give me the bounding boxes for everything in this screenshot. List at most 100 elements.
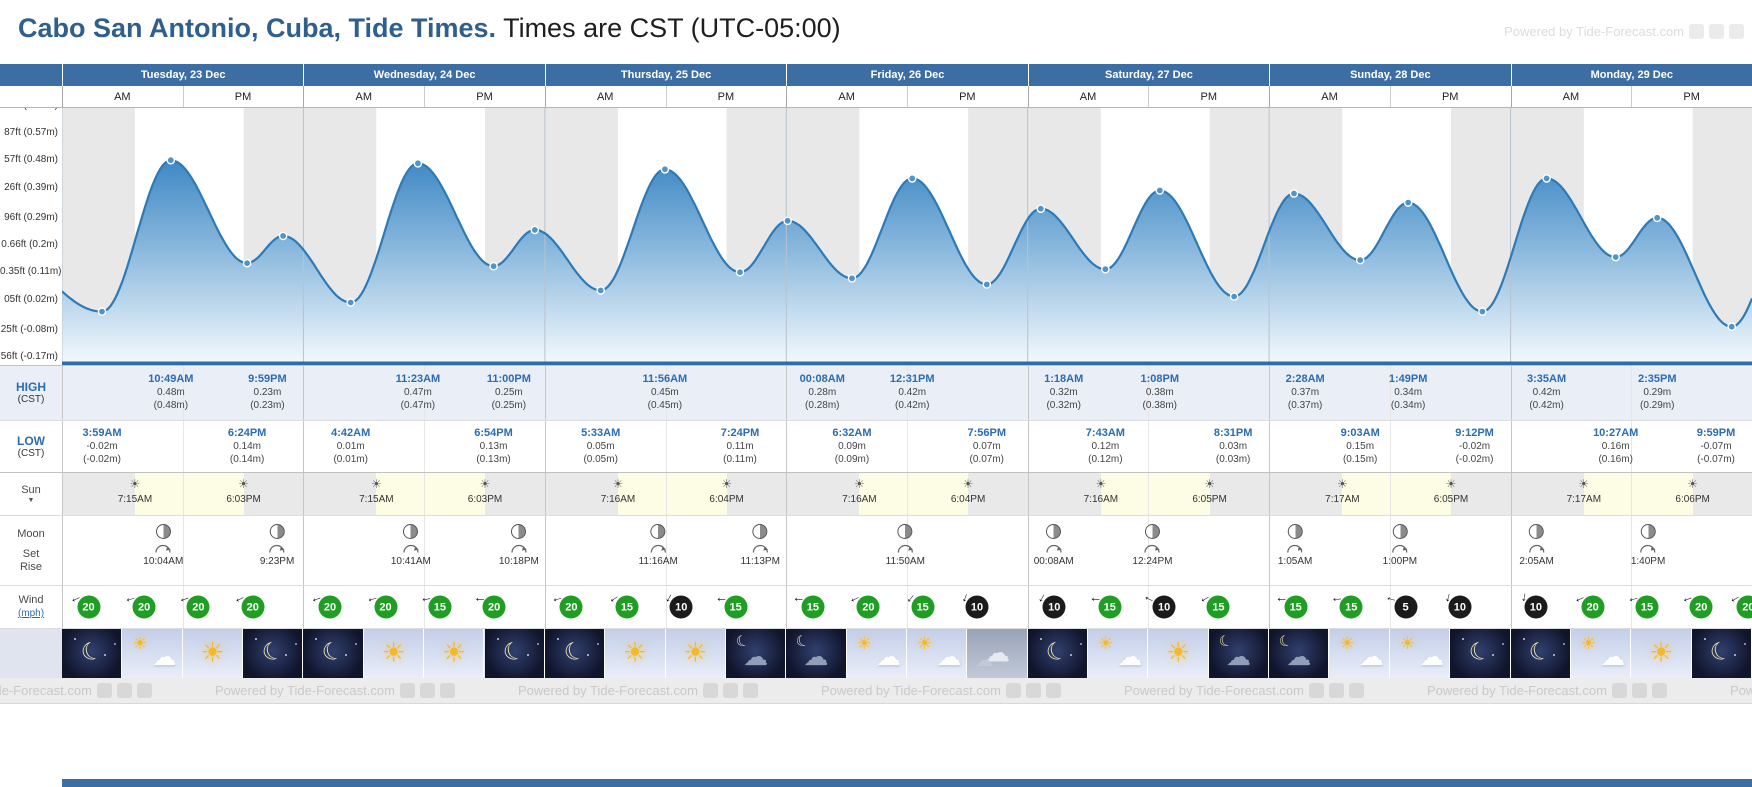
am-header: AM [1079,90,1097,103]
column-divider [786,421,788,472]
am-header: AM [1321,90,1338,103]
tide-height: 0.09m [838,441,866,452]
column-divider [786,86,788,107]
tide-time: 11:56AM [642,373,688,385]
wind-direction-arrow-icon: ← [898,587,919,607]
powered-by-link[interactable]: Powered by Tide-Forecast.com [1504,24,1684,39]
ampm-divider [424,421,426,472]
wind-speed-badge: 15 ← [792,590,825,619]
share-icon[interactable] [1348,683,1364,698]
tide-height: 0.38m [1145,387,1174,398]
cloud-icon: ☁ [1225,643,1251,671]
wind-speed-badge: 20 ← [1725,587,1752,619]
moon-time: 10:18PM [498,556,539,567]
column-divider [62,86,63,107]
tide-time: 1:18AM [1044,373,1084,385]
facebook-icon[interactable] [702,683,718,698]
facebook-icon[interactable] [96,683,112,698]
moon-phase-icon [1046,524,1062,539]
day-header-3[interactable]: Thursday, 25 Dec [544,64,786,86]
pm-header: PM [717,90,735,103]
twitter-icon[interactable] [1709,24,1724,39]
sun-row: Sun ▼ ☀ 7:15AM ☀ 6:03PM ☀ 7:15AM ☀ 6:03PM ☀ 7:16A… [0,472,1752,515]
low-tide-entry: 7:43AM 0.12m (0.12m) [1086,427,1125,466]
powered-by-link[interactable]: Powered by Tide-Forecast.com [1730,683,1752,698]
facebook-icon[interactable] [399,683,415,698]
moon-phase-icon [1144,524,1160,539]
powered-by-link[interactable]: Powered by Tide-Forecast.com [1427,683,1607,698]
tide-height-alt: (0.38m) [1142,400,1177,411]
moon-event: 2:05AM [1519,524,1554,567]
share-icon[interactable] [1045,683,1061,698]
high-label: HIGH [16,380,46,394]
sunset-icon: ☀ [238,477,249,491]
low-tide-entry: 10:27AM 0.16m (0.16m) [1593,427,1638,466]
facebook-icon[interactable] [1308,683,1324,698]
wind-units-link[interactable]: (mph) [17,608,45,619]
ampm-divider [1389,86,1391,107]
wind-speed-badge: 5 ← [1383,588,1418,619]
ampm-divider [1389,473,1391,515]
share-icon[interactable] [439,683,455,698]
sunset-icon: ☀ [1687,477,1699,491]
wind-direction-arrow-icon: ← [953,588,973,606]
column-divider [786,586,788,628]
tide-height-alt: (0.07m) [969,454,1004,465]
column-divider [544,86,546,107]
twitter-icon[interactable] [116,683,132,698]
sunrise-entry: ☀ 7:16AM [601,478,635,506]
am-header: AM [838,90,855,103]
sunrise-entry: ☀ 7:17AM [1567,478,1601,506]
day-header-2[interactable]: Wednesday, 24 Dec [303,64,544,86]
cloud-icon: ☁ [1419,643,1445,671]
share-icon[interactable] [136,683,152,698]
moon-icon: ☾ [559,635,589,668]
daylight-band [134,473,244,515]
wind-speed-badge: 10 ← [1513,589,1548,619]
twitter-icon[interactable] [1328,683,1344,698]
day-header-1[interactable]: Tuesday, 23 Dec [62,64,303,86]
sun-icon: ☀ [200,636,225,667]
ampm-divider [1148,366,1150,420]
day-header-6[interactable]: Sunday, 28 Dec [1269,64,1510,86]
powered-by-link[interactable]: Powered by Tide-Forecast.com [518,683,698,698]
tide-height: 0.16m [1601,441,1630,452]
powered-by-bar: Powered by Tide-Forecast.com Powered by T… [0,678,1752,704]
facebook-icon[interactable] [1689,24,1704,39]
wind-speed-badge: 20 ← [1570,587,1605,619]
day-header-4[interactable]: Friday, 26 Dec [786,64,1027,86]
share-icon[interactable] [1729,24,1744,39]
twitter-icon[interactable] [419,683,435,698]
powered-by-link[interactable]: Powered by Tide-Forecast.com [215,683,395,698]
moon-event: 10:04AM [143,524,183,567]
y-axis-label: 96ft (0.29m) [4,211,58,223]
ampm-divider [182,421,184,472]
share-icon[interactable] [1651,683,1667,698]
wind-direction-arrow-icon: ← [657,587,677,607]
powered-by-link[interactable]: Powered by Tide-Forecast.com [821,683,1001,698]
moon-icon: ☾ [499,635,529,668]
ampm-divider [182,473,184,515]
ampm-divider [1631,586,1633,628]
facebook-icon[interactable] [1005,683,1021,698]
twitter-icon[interactable] [1631,683,1647,698]
day-header-7[interactable]: Monday, 29 Dec [1510,64,1752,86]
twitter-icon[interactable] [1025,683,1041,698]
chart-baseline [62,361,1752,365]
moon-event: 11:16AM [639,524,678,567]
moon-event: 1:40PM [1631,524,1665,567]
day-header-5[interactable]: Saturday, 27 Dec [1027,64,1269,86]
tide-curve-svg [62,108,1752,365]
wind-speed-badge: 15 ← [899,587,935,619]
high-row-label: HIGH (CST) [0,366,62,420]
stars-icon [1039,638,1042,640]
powered-by-link[interactable]: Powered by Tide-Forecast.com [1124,683,1304,698]
share-icon[interactable] [742,683,758,698]
powered-by-link[interactable]: Powered by Tide-Forecast.com [0,683,92,698]
twitter-icon[interactable] [722,683,738,698]
tide-height-alt: (0.34m) [1390,400,1426,411]
sunset-entry: ☀ 6:03PM [468,478,502,506]
facebook-icon[interactable] [1611,683,1627,698]
tide-curve-line [62,159,1752,328]
tide-height: 0.15m [1346,441,1375,452]
